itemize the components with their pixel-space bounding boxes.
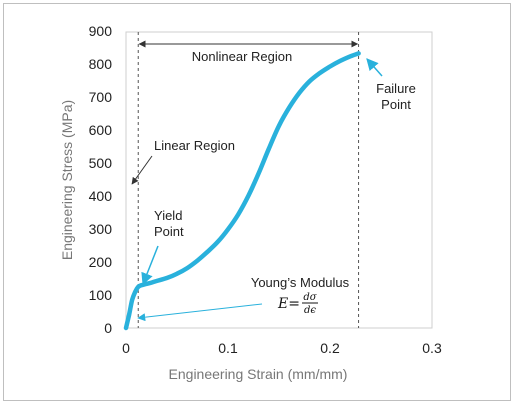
formula-numerator: dσ [303, 292, 317, 303]
y-tick-label: 0 [104, 320, 112, 336]
y-tick-label: 700 [89, 89, 113, 105]
yield-point-arrow [141, 245, 159, 286]
failure-point-label-line2: Point [381, 97, 411, 112]
y-tick-label: 400 [89, 188, 113, 204]
x-axis-title: Engineering Strain (mm/mm) [169, 366, 348, 382]
linear-region-arrow [131, 155, 153, 185]
formula-lhs: E= [277, 296, 300, 312]
nonlinear-region-label: Nonlinear Region [192, 49, 292, 64]
youngs-modulus-formula: E= dσ dϵ [277, 292, 318, 316]
failure-point-label-line1: Failure [376, 81, 416, 96]
linear-region-label: Linear Region [154, 138, 235, 153]
stress-strain-curve [123, 51, 361, 331]
y-axis-title: Engineering Stress (MPa) [59, 100, 75, 260]
formula-denominator: dϵ [304, 305, 316, 316]
y-tick-label: 900 [89, 23, 113, 39]
x-tick-label: 0.1 [218, 340, 238, 356]
figure-frame: 0 100 200 300 400 500 600 700 800 900 0 … [3, 3, 511, 401]
youngs-modulus-arrow [137, 303, 263, 322]
failure-point-arrow [366, 58, 383, 77]
x-tick-label: 0 [122, 340, 130, 356]
plot-area [125, 31, 433, 329]
y-tick-label: 300 [89, 221, 113, 237]
stress-strain-chart: 0 100 200 300 400 500 600 700 800 900 0 … [59, 23, 442, 382]
youngs-modulus-label: Young’s Modulus [251, 275, 350, 290]
x-tick-label: 0.3 [422, 340, 442, 356]
y-axis: 0 100 200 300 400 500 600 700 800 900 [89, 23, 113, 336]
y-tick-label: 500 [89, 155, 113, 171]
y-tick-label: 600 [89, 122, 113, 138]
x-axis: 0 0.1 0.2 0.3 [122, 340, 442, 356]
yield-point-label-line2: Point [154, 224, 184, 239]
y-tick-label: 800 [89, 56, 113, 72]
y-tick-label: 100 [89, 287, 113, 303]
yield-point-label-line1: Yield [154, 208, 182, 223]
x-tick-label: 0.2 [320, 340, 340, 356]
y-tick-label: 200 [89, 254, 113, 270]
